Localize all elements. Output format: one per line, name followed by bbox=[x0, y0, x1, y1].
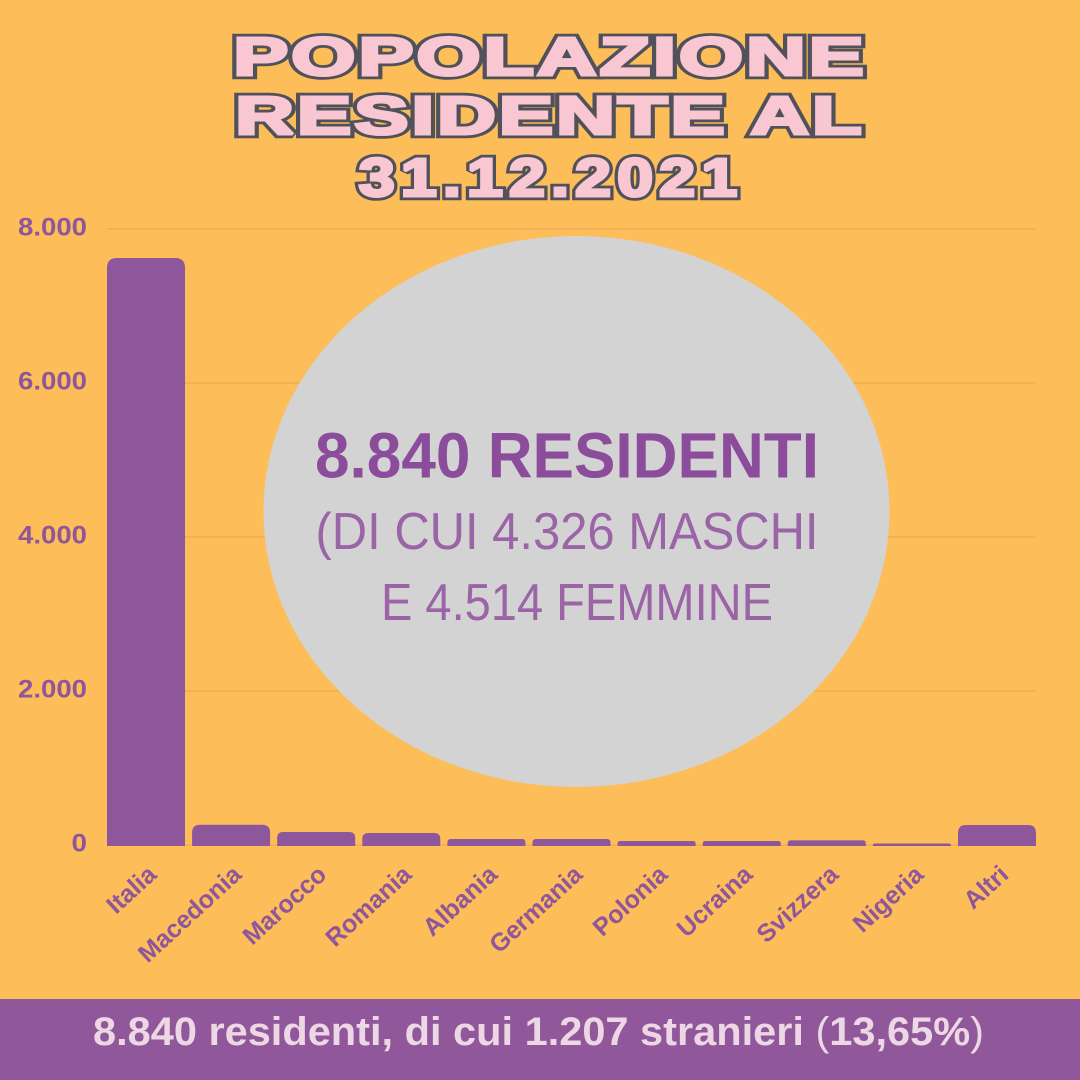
svg-text:RESIDENTE AL: RESIDENTE AL bbox=[235, 86, 865, 146]
svg-text:8.000: 8.000 bbox=[18, 213, 87, 241]
svg-text:E 4.514 FEMMINE: E 4.514 FEMMINE bbox=[381, 574, 773, 632]
svg-text:31.12.2021: 31.12.2021 bbox=[359, 148, 744, 208]
svg-text:8.840 RESIDENTI: 8.840 RESIDENTI bbox=[315, 421, 819, 492]
svg-text:POPOLAZIONE: POPOLAZIONE bbox=[233, 27, 867, 87]
svg-text:RESIDENTE AL: RESIDENTE AL bbox=[235, 86, 865, 146]
svg-text:0: 0 bbox=[72, 829, 88, 857]
svg-text:2.000: 2.000 bbox=[18, 675, 87, 703]
svg-text:8.840 residenti, di cui 1.207: 8.840 residenti, di cui 1.207 stranieri … bbox=[93, 1010, 984, 1054]
svg-text:(DI CUI 4.326 MASCHI: (DI CUI 4.326 MASCHI bbox=[316, 502, 819, 560]
svg-text:POPOLAZIONE: POPOLAZIONE bbox=[233, 27, 867, 87]
svg-text:6.000: 6.000 bbox=[18, 367, 87, 395]
svg-text:4.000: 4.000 bbox=[18, 521, 87, 549]
svg-text:31.12.2021: 31.12.2021 bbox=[359, 148, 744, 208]
